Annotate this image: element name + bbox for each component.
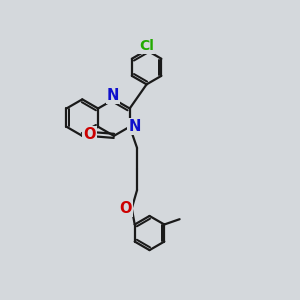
Text: O: O [83,127,96,142]
Text: N: N [128,119,141,134]
Text: N: N [107,88,119,103]
Text: Cl: Cl [139,39,154,53]
Text: O: O [119,201,131,216]
